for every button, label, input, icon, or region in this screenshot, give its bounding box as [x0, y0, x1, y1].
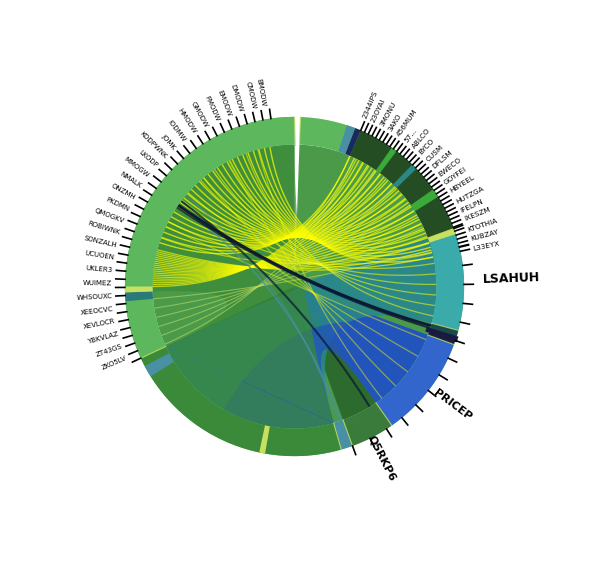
Text: GMODW: GMODW: [190, 100, 209, 128]
Text: ZKO5LV: ZKO5LV: [101, 355, 128, 371]
Text: WUIMEZ: WUIMEZ: [82, 280, 112, 286]
Text: KUBZAY: KUBZAY: [470, 229, 499, 242]
Polygon shape: [153, 144, 436, 429]
Text: CUSM: CUSM: [425, 144, 444, 163]
Text: HUTZGA: HUTZGA: [455, 185, 485, 205]
Polygon shape: [166, 286, 333, 429]
Polygon shape: [345, 128, 361, 156]
Text: ROBIWNK: ROBIWNK: [87, 221, 121, 236]
Text: JOMK: JOMK: [161, 134, 177, 151]
Polygon shape: [428, 331, 456, 344]
Text: L33EYX: L33EYX: [472, 240, 500, 252]
Text: 57...: 57...: [403, 127, 418, 143]
Polygon shape: [376, 147, 396, 173]
Text: 456MUM: 456MUM: [395, 108, 418, 138]
Text: Q5RKP6: Q5RKP6: [366, 434, 398, 483]
Text: NMALK: NMALK: [120, 171, 143, 190]
Polygon shape: [223, 321, 428, 429]
Polygon shape: [411, 189, 438, 211]
Text: 23OYAI: 23OYAI: [370, 97, 387, 123]
Text: 2344IPS: 2344IPS: [362, 89, 379, 119]
Text: WHSOUXC: WHSOUXC: [76, 293, 112, 301]
Text: 3AKO: 3AKO: [388, 112, 403, 132]
Text: KTOTHIA: KTOTHIA: [467, 218, 499, 233]
Polygon shape: [141, 347, 341, 456]
Polygon shape: [428, 229, 456, 242]
Polygon shape: [166, 238, 436, 429]
Text: PKDMN: PKDMN: [105, 196, 130, 212]
Polygon shape: [376, 335, 454, 426]
Polygon shape: [338, 125, 355, 154]
Text: 3MONU: 3MONU: [379, 101, 397, 128]
Polygon shape: [393, 164, 416, 188]
Text: XEEOCVC: XEEOCVC: [80, 306, 114, 316]
Text: ABLCO: ABLCO: [411, 127, 431, 150]
Polygon shape: [153, 144, 333, 429]
Text: PRICEP: PRICEP: [431, 388, 473, 423]
Polygon shape: [294, 238, 436, 323]
Polygon shape: [294, 286, 428, 403]
Polygon shape: [343, 403, 392, 446]
Text: CMODW: CMODW: [244, 80, 256, 109]
Polygon shape: [333, 420, 353, 450]
Text: XEVLOCR: XEVLOCR: [83, 319, 116, 331]
Text: IODMW: IODMW: [167, 119, 187, 143]
Text: IFELPN: IFELPN: [459, 198, 484, 214]
Polygon shape: [125, 117, 294, 292]
Polygon shape: [145, 353, 174, 376]
Text: EWECO: EWECO: [438, 156, 462, 178]
Text: IXESZM: IXESZM: [463, 207, 491, 222]
Polygon shape: [125, 117, 464, 456]
Text: FMODW: FMODW: [203, 95, 220, 122]
Text: LKODP: LKODP: [138, 150, 158, 169]
Text: BYCO: BYCO: [418, 138, 436, 156]
Polygon shape: [425, 327, 458, 342]
Text: ZT43GS: ZT43GS: [95, 343, 123, 358]
Text: ONZMH: ONZMH: [110, 182, 136, 201]
Text: SONZALH: SONZALH: [83, 235, 117, 248]
Polygon shape: [125, 299, 166, 358]
Polygon shape: [259, 425, 270, 454]
Text: HMODW: HMODW: [177, 108, 197, 135]
Polygon shape: [294, 286, 376, 420]
Text: UCUOEN: UCUOEN: [84, 250, 115, 261]
Text: EMODW: EMODW: [216, 89, 232, 117]
Text: YBKVLAZ: YBKVLAZ: [87, 331, 119, 345]
Text: LSAHUH: LSAHUH: [482, 272, 540, 286]
Polygon shape: [125, 286, 153, 292]
Text: HBYEEL: HBYEEL: [449, 174, 475, 194]
Text: MMOGW: MMOGW: [123, 156, 151, 179]
Text: DFLSM: DFLSM: [431, 150, 454, 170]
Polygon shape: [429, 323, 458, 339]
Polygon shape: [350, 130, 461, 257]
Text: QMOGKV: QMOGKV: [94, 207, 125, 224]
Text: BMODW: BMODW: [255, 79, 266, 107]
Text: KODPWNK: KODPWNK: [138, 130, 167, 159]
Text: GOYFEI: GOYFEI: [444, 166, 468, 186]
Polygon shape: [428, 229, 464, 331]
Text: UKLER3: UKLER3: [85, 265, 113, 273]
Text: DMODW: DMODW: [230, 84, 244, 113]
Polygon shape: [125, 292, 153, 301]
